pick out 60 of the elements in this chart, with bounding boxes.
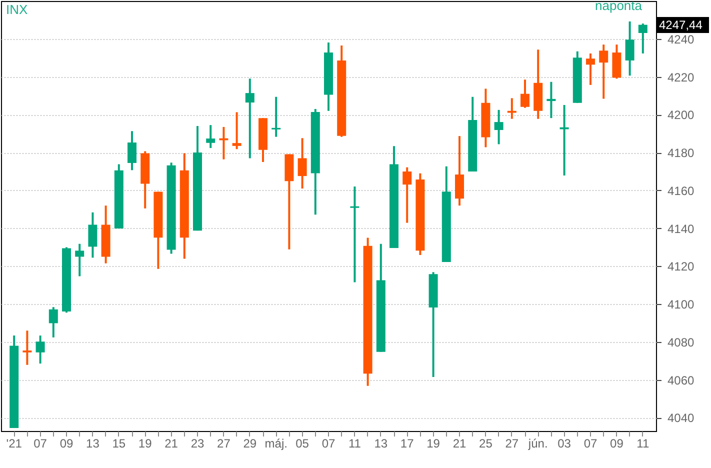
- x-tick-label: 11: [348, 436, 362, 450]
- y-tick-label: 4180: [668, 146, 695, 160]
- y-tick-label: 4060: [668, 373, 695, 388]
- x-tick-label: 27: [505, 436, 519, 450]
- x-tick-label: 11: [636, 436, 650, 450]
- x-tick-label: 19: [426, 436, 440, 450]
- x-tick-label: 19: [138, 436, 152, 450]
- x-tick-label: 27: [217, 436, 231, 450]
- y-tick-label: 4160: [668, 184, 695, 198]
- candlestick: [586, 52, 595, 86]
- candlestick: [245, 78, 254, 160]
- x-tick-label: 13: [86, 436, 100, 450]
- candlestick: [520, 78, 530, 109]
- y-tick-label: 4220: [668, 70, 695, 84]
- candlestick: [88, 211, 98, 259]
- x-tick-label: 23: [190, 436, 204, 450]
- y-tick-label: 4240: [668, 32, 695, 46]
- y-tick-label: 4120: [668, 260, 695, 274]
- chart-title: INX: [6, 2, 28, 17]
- candlestick: [36, 334, 45, 365]
- candlestick: [402, 166, 412, 224]
- candlestick: [22, 330, 32, 366]
- x-tick-label: máj.: [264, 436, 288, 450]
- candlestick: [625, 20, 634, 77]
- candlestick: [232, 111, 242, 150]
- text: 4247,44: [659, 18, 703, 32]
- y-tick-label: 4040: [668, 411, 695, 426]
- x-tick-label: 05: [296, 436, 310, 450]
- x-tick-label: 07: [34, 436, 48, 450]
- x-tick-label: jún.: [527, 436, 548, 450]
- x-tick-label: 09: [610, 436, 624, 450]
- annotation: naponta: [595, 0, 643, 13]
- x-tick-label: 21: [452, 436, 466, 450]
- x-tick-label: 29: [243, 436, 257, 450]
- y-tick-label: 4140: [668, 222, 695, 236]
- x-tick-label: 17: [400, 436, 414, 450]
- x-tick-label: 13: [374, 436, 388, 450]
- x-tick-label: 21: [164, 436, 178, 450]
- x-tick-label: 03: [558, 436, 572, 450]
- x-tick-label: 07: [322, 436, 336, 450]
- candlestick: [128, 130, 136, 172]
- candlestick: [638, 22, 648, 54]
- x-tick-label: 25: [479, 436, 493, 450]
- candlestick: [507, 97, 516, 120]
- candlestick: [298, 137, 307, 190]
- x-tick-label: '21: [6, 436, 22, 450]
- candlestick: [206, 124, 216, 149]
- y-tick-label: 4200: [668, 108, 695, 122]
- candlestick: [546, 80, 556, 120]
- x-tick-label: 07: [584, 436, 598, 450]
- candlestick: [48, 306, 58, 338]
- y-tick-label: 4100: [668, 298, 695, 312]
- candlestick: [350, 185, 360, 284]
- x-tick-label: 15: [112, 436, 126, 450]
- candlestick: [599, 44, 608, 100]
- candlestick: [272, 96, 281, 138]
- x-tick-label: 09: [60, 436, 74, 450]
- candlestick: [75, 242, 84, 278]
- candlestick: [494, 108, 504, 146]
- y-tick-label: 4080: [668, 335, 695, 350]
